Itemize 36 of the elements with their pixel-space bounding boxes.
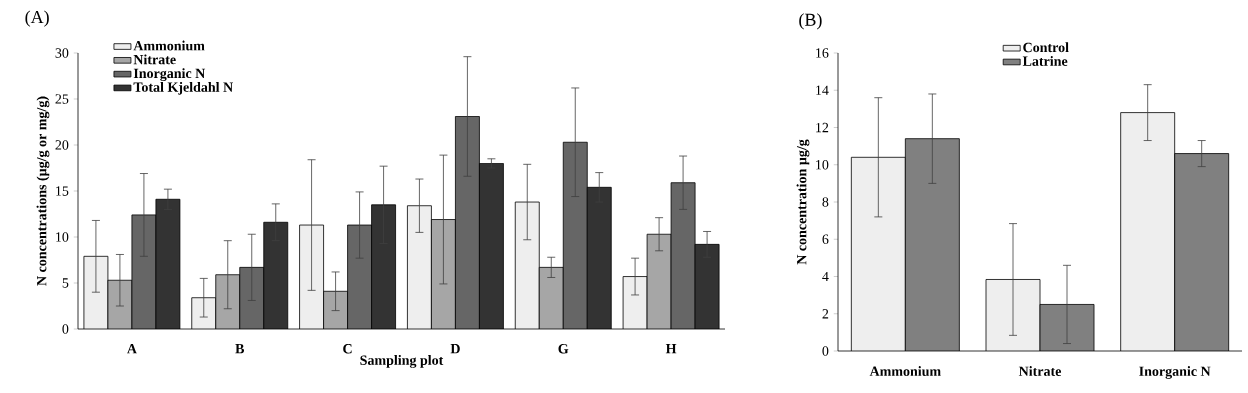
y-tick-label: 0 xyxy=(62,324,69,334)
x-tick-label: A xyxy=(127,344,137,354)
y-tick-label: 14 xyxy=(816,85,829,95)
x-tick-label: Ammonium xyxy=(869,366,941,376)
y-tick-label: 5 xyxy=(62,278,69,288)
y-tick-label: 8 xyxy=(822,197,829,207)
legend-label: Ammonium xyxy=(133,40,205,51)
x-tick-label: D xyxy=(450,344,460,354)
y-tick-label: 30 xyxy=(55,48,69,58)
x-tick-label: Nitrate xyxy=(1018,366,1062,376)
legend-label: Total Kjeldahl N xyxy=(133,82,233,95)
x-tick-label: B xyxy=(235,344,245,354)
y-tick-label: 16 xyxy=(816,48,829,58)
y-tick-label: 10 xyxy=(56,232,69,242)
y-axis-title: N concentrations (µg/g or mg/g) xyxy=(36,96,50,286)
y-tick-label: 20 xyxy=(55,140,69,150)
legend-label: Inorganic N xyxy=(133,68,206,82)
chart-title: (B) xyxy=(799,13,822,30)
y-tick-label: 10 xyxy=(816,160,829,170)
legend-label: Control xyxy=(1023,42,1069,53)
y-tick-label: 15 xyxy=(56,186,69,196)
y-axis-title: N concentration µg/g xyxy=(796,139,810,265)
x-tick-label: Inorganic N xyxy=(1139,366,1211,379)
y-tick-label: 0 xyxy=(822,346,829,356)
y-tick-label: 4 xyxy=(822,271,829,282)
x-tick-label: H xyxy=(665,344,677,354)
legend-label: Latrine xyxy=(1022,56,1068,66)
chart-title: (A) xyxy=(25,10,49,27)
y-tick-label: 25 xyxy=(55,94,69,104)
y-tick-label: 2 xyxy=(822,309,829,319)
x-tick-label: C xyxy=(343,344,352,354)
y-tick-label: 12 xyxy=(816,122,829,133)
x-axis-title: Sampling plot xyxy=(360,355,444,368)
y-tick-label: 6 xyxy=(822,234,829,244)
x-tick-label: G xyxy=(558,344,569,354)
legend-label: Nitrate xyxy=(133,54,176,65)
